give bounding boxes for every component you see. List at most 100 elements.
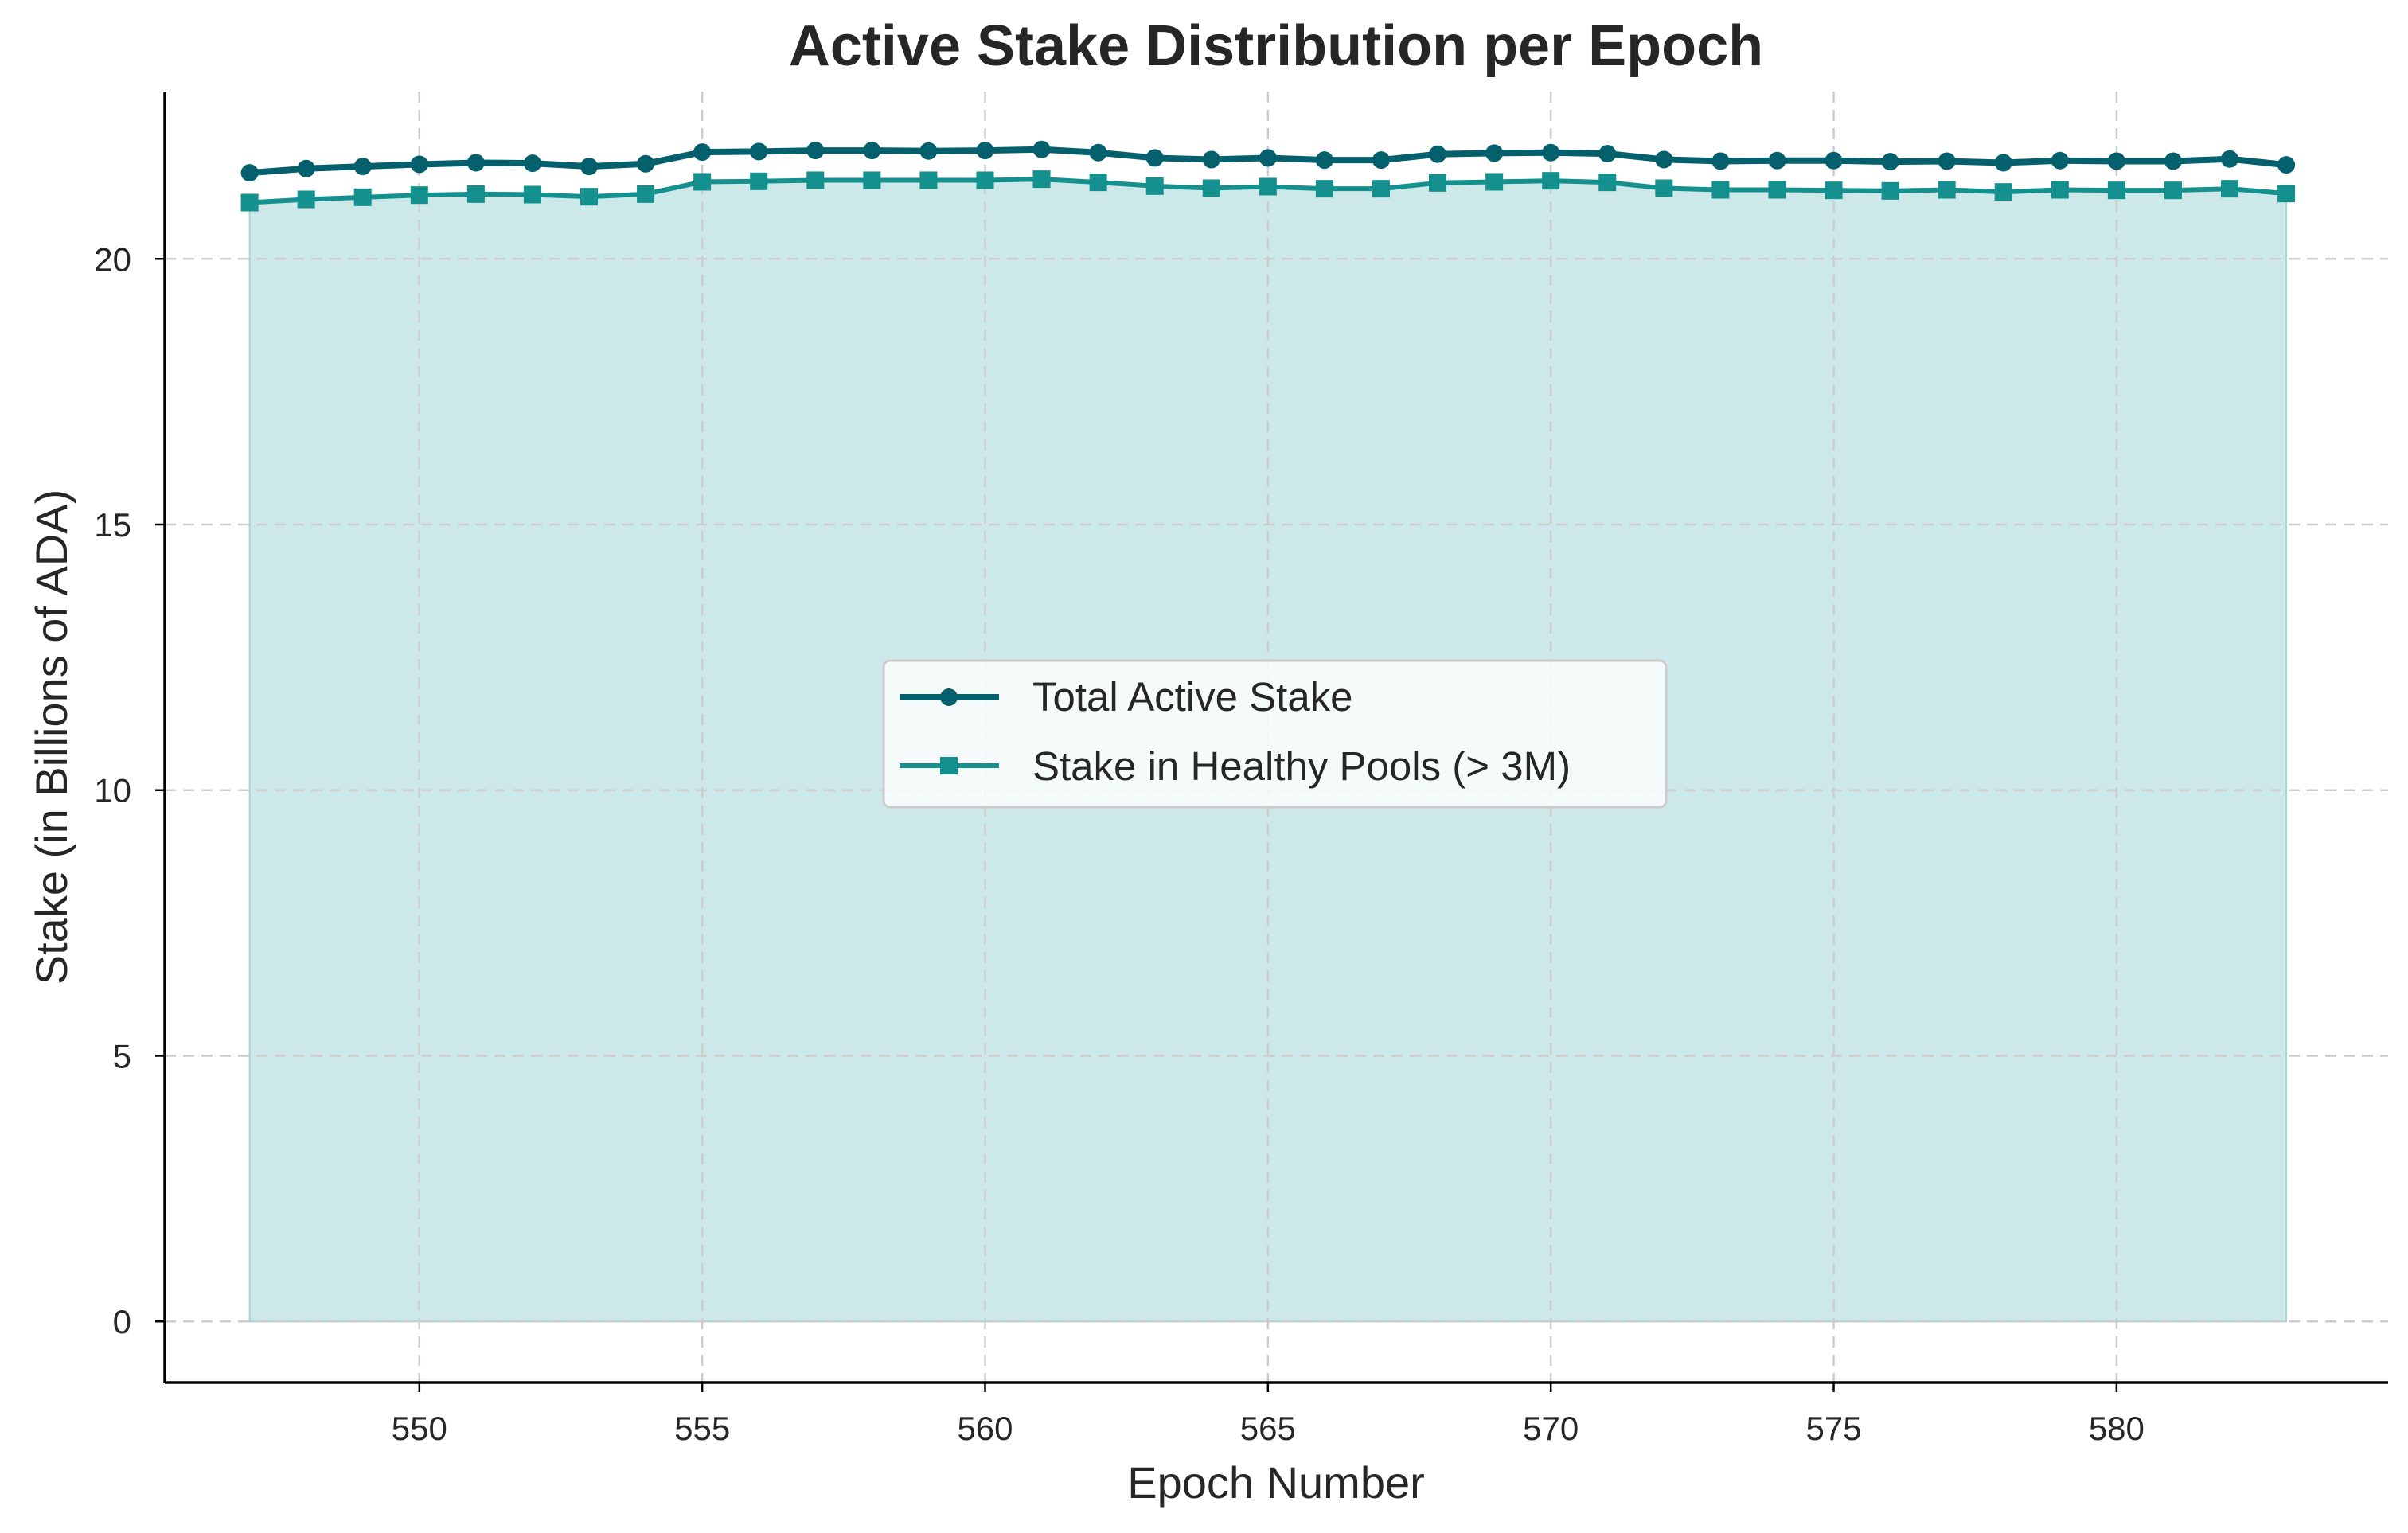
data-point-healthy: [1145, 177, 1164, 195]
data-point-healthy: [1429, 174, 1447, 192]
data-point-total: [1598, 145, 1617, 163]
data-point-healthy: [580, 188, 599, 206]
legend-box: [882, 659, 1668, 809]
data-point-healthy: [2107, 181, 2125, 200]
data-point-total: [693, 143, 712, 162]
data-point-total: [1938, 152, 1956, 170]
data-point-total: [2051, 151, 2069, 170]
data-point-total: [353, 158, 372, 176]
data-point-total: [240, 164, 259, 182]
data-point-healthy: [240, 193, 259, 212]
data-point-total: [1315, 151, 1333, 170]
data-point-total: [1145, 149, 1164, 167]
y-tick-label: 5: [113, 1037, 131, 1075]
data-point-total: [580, 158, 599, 176]
data-point-total: [2107, 152, 2125, 170]
data-point-total: [2277, 156, 2296, 174]
data-point-healthy: [693, 173, 712, 191]
data-point-healthy: [1089, 174, 1107, 192]
data-point-total: [1768, 151, 1786, 170]
legend-label-total-active-stake: Total Active Stake: [1032, 674, 1353, 720]
data-point-total: [863, 142, 881, 160]
data-point-healthy: [637, 185, 655, 203]
data-point-healthy: [919, 171, 938, 189]
data-point-total: [1655, 150, 1673, 169]
data-point-total: [976, 142, 994, 160]
data-point-healthy: [1711, 181, 1730, 199]
chart-title: Active Stake Distribution per Epoch: [789, 14, 1763, 78]
y-axis-label: Stake (in Billions of ADA): [26, 490, 76, 985]
data-point-total: [806, 142, 825, 160]
data-point-total: [919, 142, 938, 160]
data-point-healthy: [1768, 181, 1786, 199]
x-tick-label: 565: [1240, 1410, 1296, 1447]
data-point-healthy: [1938, 181, 1956, 199]
data-point-total: [410, 155, 428, 174]
data-point-healthy: [1032, 170, 1051, 189]
y-tick-label: 0: [113, 1303, 131, 1340]
data-point-total: [1429, 145, 1447, 163]
data-point-healthy: [1994, 183, 2012, 201]
data-point-healthy: [1825, 181, 1843, 200]
x-tick-label: 580: [2089, 1410, 2145, 1447]
legend-marker-circle: [940, 688, 958, 706]
legend: Total Active Stake Stake in Healthy Pool…: [882, 659, 1668, 809]
data-point-total: [466, 154, 485, 172]
data-point-total: [2164, 152, 2182, 170]
data-point-healthy: [863, 171, 881, 189]
y-tick-label: 15: [94, 506, 131, 544]
data-point-healthy: [976, 171, 994, 189]
y-tick-label: 10: [94, 772, 131, 809]
data-point-healthy: [2221, 180, 2239, 198]
data-point-healthy: [750, 172, 768, 190]
data-point-healthy: [297, 190, 315, 209]
x-tick-label: 575: [1805, 1410, 1861, 1447]
data-point-total: [297, 159, 315, 177]
data-point-total: [1372, 151, 1390, 170]
data-point-total: [1032, 140, 1051, 158]
data-point-healthy: [1655, 179, 1673, 197]
data-point-total: [1259, 149, 1277, 167]
legend-entry-healthy-pools: Stake in Healthy Pools (> 3M): [900, 743, 1571, 789]
series: [240, 140, 2296, 212]
x-tick-label: 560: [957, 1410, 1013, 1447]
data-point-healthy: [410, 186, 428, 205]
legend-label-healthy-pools: Stake in Healthy Pools (> 3M): [1032, 743, 1571, 789]
x-tick-label: 555: [674, 1410, 730, 1447]
data-point-total: [1542, 143, 1560, 162]
data-point-total: [523, 154, 541, 173]
data-point-total: [637, 154, 655, 173]
data-point-total: [750, 142, 768, 161]
data-point-total: [2221, 150, 2239, 168]
x-axis-label: Epoch Number: [1127, 1457, 1425, 1508]
y-tick-label: 20: [94, 240, 131, 278]
axes: [163, 92, 2388, 1384]
x-tick-label: 570: [1523, 1410, 1579, 1447]
data-point-healthy: [2051, 181, 2069, 199]
data-point-total: [1202, 150, 1220, 169]
data-point-healthy: [1485, 173, 1504, 191]
data-point-healthy: [2277, 185, 2296, 203]
data-point-healthy: [1598, 174, 1617, 192]
data-point-healthy: [1202, 179, 1220, 197]
data-point-healthy: [353, 188, 372, 206]
data-point-total: [1994, 154, 2012, 172]
data-point-healthy: [523, 185, 541, 204]
data-point-healthy: [1259, 177, 1277, 196]
data-point-total: [1711, 152, 1730, 170]
data-point-healthy: [2164, 181, 2182, 200]
data-point-total: [1089, 143, 1107, 162]
legend-marker-square: [940, 757, 958, 774]
data-point-healthy: [1372, 180, 1390, 198]
legend-entry-total-active-stake: Total Active Stake: [900, 674, 1353, 720]
data-point-healthy: [1542, 172, 1560, 190]
data-point-total: [1825, 151, 1843, 170]
data-point-healthy: [1881, 181, 1899, 200]
data-point-healthy: [466, 185, 485, 203]
ticks: 550 555 560 565 570 575 580 0 5 10 15 20: [94, 240, 2145, 1447]
x-tick-label: 550: [392, 1410, 447, 1447]
data-point-healthy: [1315, 180, 1333, 198]
data-point-total: [1881, 153, 1899, 171]
data-point-total: [1485, 144, 1504, 162]
